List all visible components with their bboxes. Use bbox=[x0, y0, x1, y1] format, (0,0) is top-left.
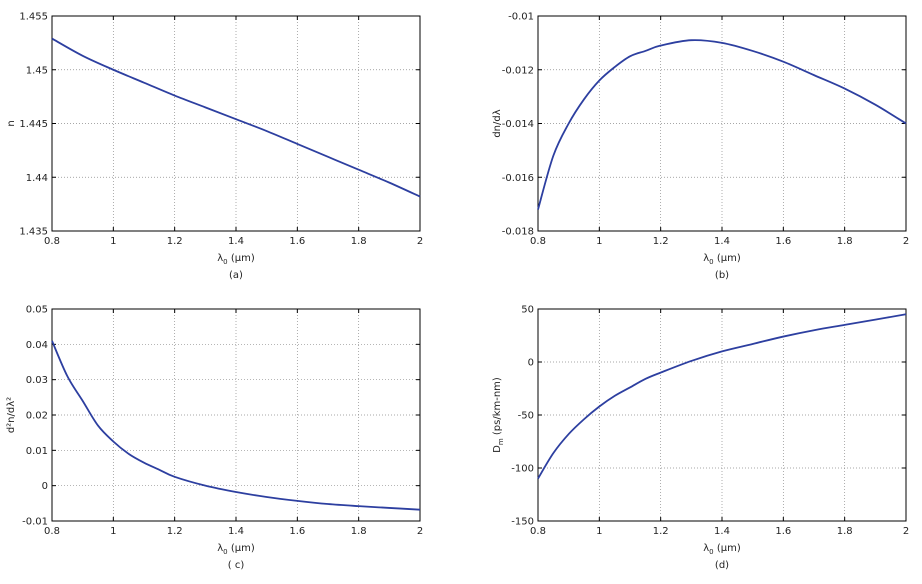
panel-b-y-tick-label: -0.012 bbox=[502, 65, 534, 76]
panel-b-y-ticks: -0.018 -0.016 -0.014 -0.012 -0.01 bbox=[502, 12, 906, 238]
panel-c-y-tick-label: 0.03 bbox=[26, 375, 48, 386]
panel-b-grid bbox=[538, 16, 906, 231]
panel-c-y-tick-label: 0 bbox=[42, 481, 48, 492]
panel-d-x-tick-label: 1.8 bbox=[837, 526, 853, 537]
panel-a-y-tick-label: 1.45 bbox=[26, 65, 48, 76]
panel-c-caption: ( c) bbox=[228, 560, 245, 571]
panel-b-y-axis-label: dn/dλ bbox=[492, 109, 503, 137]
panel-b-caption: (b) bbox=[715, 270, 729, 281]
panel-c-grid bbox=[52, 309, 420, 521]
panel-a-x-tick-label: 0.8 bbox=[44, 236, 60, 247]
panel-c-y-ticks: -0.01 0 0.01 0.02 0.03 0.04 0.05 bbox=[22, 305, 420, 528]
panel-c-y-axis-label: d²n/dλ² bbox=[6, 397, 17, 433]
panel-d-x-tick-label: 0.8 bbox=[530, 526, 546, 537]
panel-d-y-tick-label: -100 bbox=[511, 464, 534, 475]
panel-d-series-line bbox=[537, 313, 907, 480]
panel-a-y-tick-label: 1.455 bbox=[19, 12, 48, 23]
panel-d-y-tick-label: 0 bbox=[528, 358, 534, 369]
panel-a-x-tick-label: 1.8 bbox=[351, 236, 367, 247]
panel-a-x-tick-label: 2 bbox=[417, 236, 423, 247]
panel-d-y-ticks: -150 -100 -50 0 50 bbox=[511, 305, 906, 528]
panel-d-x-tick-label: 2 bbox=[903, 526, 909, 537]
panel-a-x-tick-label: 1.6 bbox=[289, 236, 305, 247]
panel-a-y-tick-label: 1.445 bbox=[19, 119, 48, 130]
panel-d: 0.8 1 1.2 1.4 1.6 1.8 2 -150 -100 -50 0 50 λ0 (μm)… bbox=[492, 305, 909, 572]
panel-c-x-ticks: 0.8 1 1.2 1.4 1.6 1.8 2 bbox=[44, 309, 423, 537]
panel-a-caption: (a) bbox=[229, 270, 243, 281]
panel-a-x-tick-label: 1.4 bbox=[228, 236, 244, 247]
panel-a-x-axis-label: λ0 (μm) bbox=[217, 253, 255, 266]
panel-b-y-tick-label: -0.01 bbox=[508, 12, 534, 23]
panel-b-x-tick-label: 1.4 bbox=[714, 236, 730, 247]
panel-b-x-axis-label: λ0 (μm) bbox=[703, 253, 741, 266]
panel-a-series-line bbox=[51, 37, 421, 198]
panel-c-x-tick-label: 1 bbox=[110, 526, 116, 537]
panel-a-y-tick-label: 1.44 bbox=[26, 173, 48, 184]
panel-d-y-tick-label: -50 bbox=[518, 411, 534, 422]
panel-d-x-tick-label: 1.2 bbox=[653, 526, 669, 537]
panel-d-x-axis-label: λ0 (μm) bbox=[703, 543, 741, 556]
panel-c-y-tick-label: -0.01 bbox=[22, 517, 48, 528]
panel-a-x-tick-label: 1.2 bbox=[167, 236, 183, 247]
panel-c-x-axis-label: λ0 (μm) bbox=[217, 543, 255, 556]
panel-c: 0.8 1 1.2 1.4 1.6 1.8 2 -0.01 0 0.01 0.02 0.03 0.04… bbox=[6, 305, 423, 572]
panel-d-grid bbox=[538, 309, 906, 521]
panel-d-y-tick-label: 50 bbox=[521, 305, 534, 316]
panel-c-series-line bbox=[51, 340, 421, 511]
panel-b-x-tick-label: 1 bbox=[596, 236, 602, 247]
panel-d-x-tick-label: 1 bbox=[596, 526, 602, 537]
panel-d-y-tick-label: -150 bbox=[511, 517, 534, 528]
panel-a-grid bbox=[52, 16, 420, 231]
panel-d-x-ticks: 0.8 1 1.2 1.4 1.6 1.8 2 bbox=[530, 309, 909, 537]
panel-a-y-tick-label: 1.435 bbox=[19, 227, 48, 238]
panel-d-caption: (d) bbox=[715, 560, 729, 571]
panel-b-y-tick-label: -0.016 bbox=[502, 173, 534, 184]
panel-b-y-tick-label: -0.018 bbox=[502, 227, 534, 238]
panel-b-y-tick-label: -0.014 bbox=[502, 119, 534, 130]
panel-b-x-tick-label: 1.2 bbox=[653, 236, 669, 247]
panel-b-x-ticks: 0.8 1 1.2 1.4 1.6 1.8 2 bbox=[530, 16, 909, 247]
panel-b: 0.8 1 1.2 1.4 1.6 1.8 2 -0.018-0.016-0.014-0.0… bbox=[492, 12, 909, 282]
panel-b-series-line bbox=[537, 39, 907, 210]
panel-c-x-tick-label: 2 bbox=[417, 526, 423, 537]
panel-c-x-tick-label: 1.8 bbox=[351, 526, 367, 537]
panel-a-y-ticks: 1.435 1.44 1.445 1.45 1.455 bbox=[19, 12, 420, 238]
panel-d-x-tick-label: 1.4 bbox=[714, 526, 730, 537]
panel-a-x-tick-label: 1 bbox=[110, 236, 116, 247]
panel-c-y-tick-label: 0.04 bbox=[26, 340, 48, 351]
panel-b-x-tick-label: 0.8 bbox=[530, 236, 546, 247]
panel-c-y-tick-label: 0.01 bbox=[26, 446, 48, 457]
panel-c-x-tick-label: 1.6 bbox=[289, 526, 305, 537]
panel-c-x-tick-label: 1.4 bbox=[228, 526, 244, 537]
panel-a: 0.8 1 1.2 1.4 1.6 1.8 2 1.435 1.44 1.445 1.45 1.45… bbox=[6, 12, 423, 282]
panel-d-y-axis-label: Dm (ps/km-nm) bbox=[492, 377, 505, 453]
panel-a-x-ticks: 0.8 1 1.2 1.4 1.6 1.8 2 bbox=[44, 16, 423, 247]
panel-c-x-tick-label: 0.8 bbox=[44, 526, 60, 537]
panel-c-y-tick-label: 0.02 bbox=[26, 411, 48, 422]
panel-a-y-axis-label: n bbox=[6, 120, 17, 126]
panel-d-x-tick-label: 1.6 bbox=[775, 526, 791, 537]
panel-b-x-tick-label: 1.8 bbox=[837, 236, 853, 247]
panel-c-x-tick-label: 1.2 bbox=[167, 526, 183, 537]
panel-c-y-tick-label: 0.05 bbox=[26, 305, 48, 316]
panel-b-x-tick-label: 2 bbox=[903, 236, 909, 247]
panel-b-x-tick-label: 1.6 bbox=[775, 236, 791, 247]
